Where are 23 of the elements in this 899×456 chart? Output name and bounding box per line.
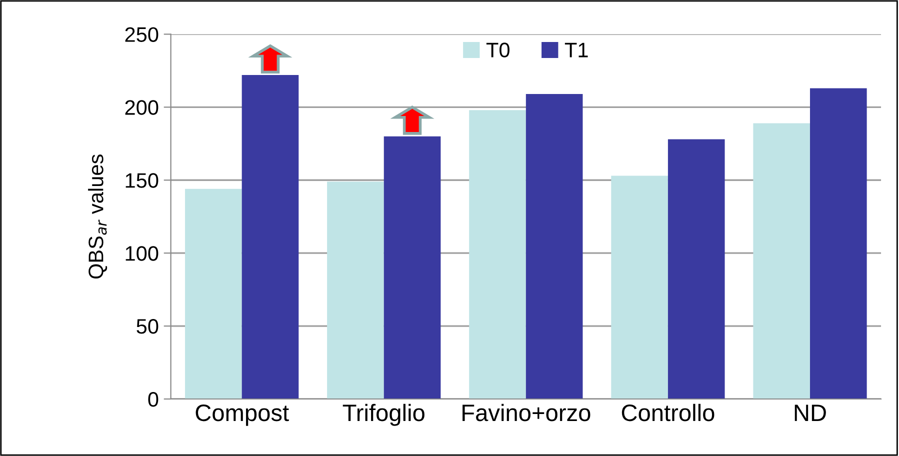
y-tick-label: 200 [125,100,158,115]
x-tick-label: ND [794,404,826,421]
y-tick-label: 250 [125,27,158,42]
x-tick-label: Trifoglio [342,404,424,426]
legend-label: T1 [564,42,588,58]
bar [327,182,384,399]
x-tick-label: Compost [196,404,289,426]
bar [668,139,725,399]
bar [753,123,810,399]
bar [526,94,583,399]
y-tick-label: 50 [136,319,158,334]
x-tick-label: Favino+orzo [462,404,590,422]
bar [185,188,242,399]
y-axis-title: QBS$_{ar}$ values [88,154,108,279]
y-tick-label: 0 [148,392,158,407]
bar [611,176,668,399]
y-tick-label: 150 [126,173,158,188]
bar [469,110,526,399]
x-tick-label: Controllo [622,404,714,422]
bar [242,75,299,399]
y-tick-label: 100 [126,246,158,261]
bar [810,88,867,399]
legend-label: T0 [486,42,510,58]
